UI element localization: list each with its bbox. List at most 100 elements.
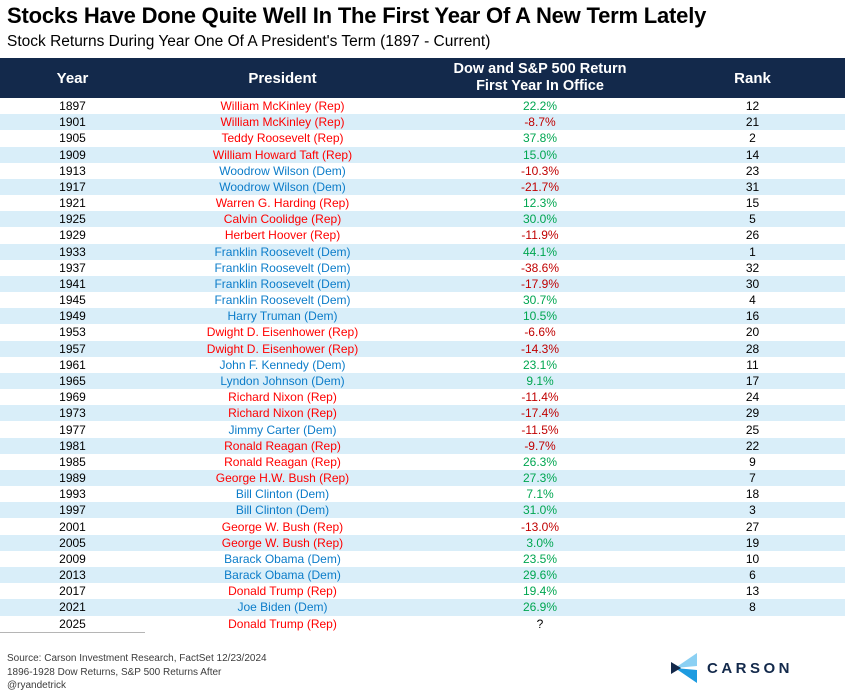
president-cell: Ronald Reagan (Rep) [224, 438, 341, 453]
year-cell: 1973 [59, 406, 86, 421]
table-row: 1929 Herbert Hoover (Rep) -11.9% 26 [0, 227, 845, 244]
return-cell: 30.7% [522, 293, 558, 308]
return-cell: 23.1% [522, 357, 558, 372]
president-cell: Harry Truman (Dem) [227, 309, 338, 324]
return-cell: -11.9% [521, 228, 559, 243]
president-cell: Richard Nixon (Rep) [228, 406, 337, 421]
return-cell: -10.3% [520, 163, 560, 178]
rank-cell: 10 [745, 551, 760, 566]
rank-cell: 8 [749, 600, 756, 615]
president-cell: Teddy Roosevelt (Rep) [221, 131, 344, 146]
year-cell: 1909 [59, 147, 86, 162]
year-cell: 1897 [59, 99, 86, 114]
return-cell: -8.7% [524, 115, 556, 130]
table-row: 1937 Franklin Roosevelt (Dem) -38.6% 32 [0, 259, 845, 276]
president-cell: Lyndon Johnson (Dem) [220, 374, 345, 388]
rank-cell: 12 [745, 99, 760, 114]
rank-cell: 16 [745, 309, 760, 324]
year-cell: 2005 [59, 535, 86, 550]
rank-cell: 13 [745, 584, 760, 599]
rank-cell: 29 [745, 406, 760, 421]
president-cell: Joe Biden (Dem) [237, 600, 328, 615]
president-cell: Jimmy Carter (Dem) [228, 422, 337, 437]
return-cell: 26.3% [522, 454, 558, 469]
table-row: 1977 Jimmy Carter (Dem) -11.5% 25 [0, 421, 845, 438]
table-row: 1897 William McKinley (Rep) 22.2% 12 [0, 98, 845, 115]
year-cell: 2017 [59, 584, 86, 599]
rank-cell: 30 [745, 276, 760, 291]
president-cell: John F. Kennedy (Dem) [219, 357, 346, 372]
president-cell: William Howard Taft (Rep) [212, 147, 353, 162]
president-cell: Warren G. Harding (Rep) [215, 196, 350, 211]
table-row: 2013 Barack Obama (Dem) 29.6% 6 [0, 566, 845, 584]
president-cell: Barack Obama (Dem) [224, 568, 341, 583]
table-row: 2017 Donald Trump (Rep) 19.4% 13 [0, 583, 845, 600]
table-row: 1925 Calvin Coolidge (Rep) 30.0% 5 [0, 211, 845, 228]
year-cell: 2021 [59, 600, 86, 615]
president-cell: Franklin Roosevelt (Dem) [214, 293, 351, 308]
year-cell: 1945 [59, 293, 86, 308]
return-cell: ? [536, 617, 544, 631]
table-header-row: Year President Dow and S&P 500 Return Fi… [0, 58, 845, 98]
year-cell: 1917 [59, 179, 86, 194]
rank-cell: 27 [745, 519, 760, 534]
return-cell: 9.1% [526, 374, 554, 388]
year-cell: 1961 [59, 357, 86, 372]
column-header-president: President [248, 69, 317, 87]
table-row: 1973 Richard Nixon (Rep) -17.4% 29 [0, 405, 845, 422]
rank-cell: 31 [745, 179, 760, 194]
president-cell: Woodrow Wilson (Dem) [219, 163, 346, 178]
table-row: 1961 John F. Kennedy (Dem) 23.1% 11 [0, 356, 845, 373]
year-cell: 1969 [59, 390, 86, 405]
president-cell: Bill Clinton (Dem) [235, 487, 330, 502]
table-row: 1953 Dwight D. Eisenhower (Rep) -6.6% 20 [0, 324, 845, 341]
table-row: 1957 Dwight D. Eisenhower (Rep) -14.3% 28 [0, 340, 845, 357]
return-cell: 23.5% [522, 551, 558, 566]
return-cell: -11.5% [521, 422, 559, 437]
rank-cell: 2 [749, 131, 756, 146]
year-cell: 1957 [59, 341, 86, 356]
rank-cell: 22 [745, 438, 760, 453]
rank-cell: 28 [745, 341, 760, 356]
return-cell: 15.0% [522, 147, 558, 162]
president-cell: Franklin Roosevelt (Dem) [214, 244, 351, 259]
column-header-return-line1: Dow and S&P 500 Return [453, 61, 627, 77]
year-cell: 1965 [59, 374, 86, 388]
return-cell: -6.6% [524, 325, 556, 340]
table-row: 1981 Ronald Reagan (Rep) -9.7% 22 [0, 437, 845, 454]
return-cell: -38.6% [520, 260, 560, 275]
year-cell: 1913 [59, 163, 86, 178]
page-subtitle: Stock Returns During Year One Of A Presi… [7, 33, 491, 50]
president-cell: Bill Clinton (Dem) [235, 503, 330, 518]
return-cell: -13.0% [520, 519, 560, 534]
year-cell: 1985 [59, 454, 86, 469]
return-cell: -21.7% [520, 179, 560, 194]
rank-cell: 25 [745, 422, 760, 437]
rank-cell: 17 [745, 374, 760, 388]
rank-cell: 32 [745, 260, 760, 275]
president-cell: Richard Nixon (Rep) [228, 390, 337, 405]
president-cell: Calvin Coolidge (Rep) [223, 212, 342, 227]
table-row: 1949 Harry Truman (Dem) 10.5% 16 [0, 308, 845, 325]
year-cell: 1953 [59, 325, 86, 340]
table-row: 1913 Woodrow Wilson (Dem) -10.3% 23 [0, 162, 845, 179]
return-cell: 37.8% [522, 131, 558, 146]
table-row: 1905 Teddy Roosevelt (Rep) 37.8% 2 [0, 130, 845, 147]
source-line-1: Source: Carson Investment Research, Fact… [7, 653, 267, 664]
column-header-rank: Rank [734, 69, 771, 87]
table-row: 1901 William McKinley (Rep) -8.7% 21 [0, 114, 845, 131]
table-row: 1945 Franklin Roosevelt (Dem) 30.7% 4 [0, 292, 845, 309]
carson-logo-icon [670, 653, 697, 683]
rank-cell: 11 [746, 357, 759, 372]
year-cell: 2013 [59, 568, 86, 583]
rank-cell: 19 [745, 535, 760, 550]
rank-cell: 7 [749, 471, 756, 486]
return-cell: 27.3% [522, 471, 558, 486]
president-cell: Ronald Reagan (Rep) [224, 454, 341, 469]
table-row: 2001 George W. Bush (Rep) -13.0% 27 [0, 518, 845, 535]
year-cell: 2009 [59, 551, 86, 566]
return-cell: 22.2% [522, 99, 558, 114]
rank-cell: 18 [745, 487, 760, 502]
table-row: 1917 Woodrow Wilson (Dem) -21.7% 31 [0, 178, 845, 196]
president-cell: William McKinley (Rep) [220, 99, 345, 114]
